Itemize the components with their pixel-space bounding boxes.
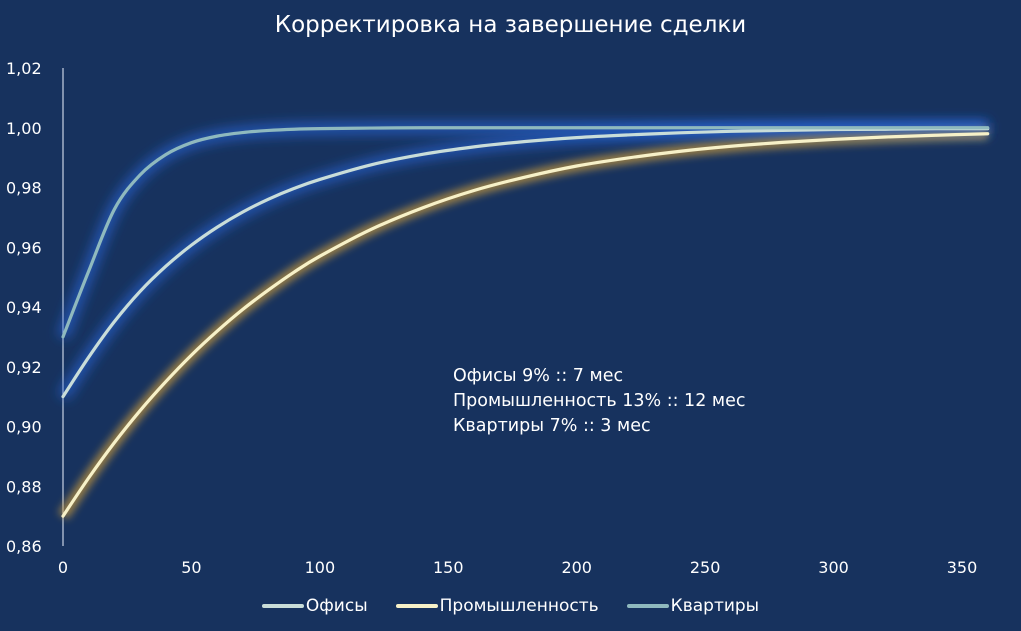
annotation-line-apartments: Квартиры 7% :: 3 мес xyxy=(453,416,651,436)
y-tick-label: 0,94 xyxy=(6,298,42,317)
legend-label-apartments: Квартиры xyxy=(670,596,760,616)
legend-label-industry: Промышленность xyxy=(439,596,599,616)
y-tick-labels: 0,86 0,88 0,90 0,92 0,94 0,96 0,98 1,00 1,02 xyxy=(6,59,42,556)
y-tick-label: 0,92 xyxy=(6,358,42,377)
annotation-line-industry: Промышленность 13% :: 12 мес xyxy=(453,391,746,411)
series-line-apartments xyxy=(61,126,990,339)
x-tick-label: 0 xyxy=(58,558,68,577)
y-tick-label: 0,90 xyxy=(6,418,42,437)
x-tick-label: 350 xyxy=(947,558,978,577)
x-tick-label: 250 xyxy=(690,558,721,577)
annotation-line-offices: Офисы 9% :: 7 мес xyxy=(453,366,624,386)
x-tick-label: 300 xyxy=(818,558,849,577)
series-line-industry xyxy=(61,132,990,518)
x-tick-label: 150 xyxy=(433,558,464,577)
legend-swatch-apartments xyxy=(626,604,669,608)
legend-item-apartments: Квартиры xyxy=(626,596,760,616)
legend-item-offices: Офисы xyxy=(261,596,368,616)
series-glows xyxy=(57,121,988,520)
series-line-industry-glow xyxy=(58,127,988,520)
chart-legend: Офисы Промышленность Квартиры xyxy=(0,596,1021,616)
chart-annotation: Офисы 9% :: 7 мес Промышленность 13% :: … xyxy=(453,364,745,439)
legend-label-offices: Офисы xyxy=(305,596,368,616)
x-tick-label: 50 xyxy=(181,558,201,577)
y-tick-label: 0,96 xyxy=(6,238,42,257)
y-tick-label: 0,88 xyxy=(6,477,42,496)
series-line-offices xyxy=(61,127,990,399)
series-line-offices-glow xyxy=(57,122,988,400)
y-tick-label: 1,00 xyxy=(6,119,42,138)
chart-title: Корректировка на завершение сделки xyxy=(274,12,747,38)
x-tick-label: 200 xyxy=(561,558,592,577)
legend-swatch-industry xyxy=(395,604,438,608)
y-tick-label: 1,02 xyxy=(6,59,42,78)
x-tick-label: 100 xyxy=(305,558,336,577)
legend-item-industry: Промышленность xyxy=(395,596,599,616)
legend-swatch-offices xyxy=(261,604,304,608)
y-tick-label: 0,86 xyxy=(6,537,42,556)
y-tick-label: 0,98 xyxy=(6,179,42,198)
series-lines xyxy=(61,126,990,518)
x-tick-labels: 0 50 100 150 200 250 300 350 xyxy=(58,558,977,577)
